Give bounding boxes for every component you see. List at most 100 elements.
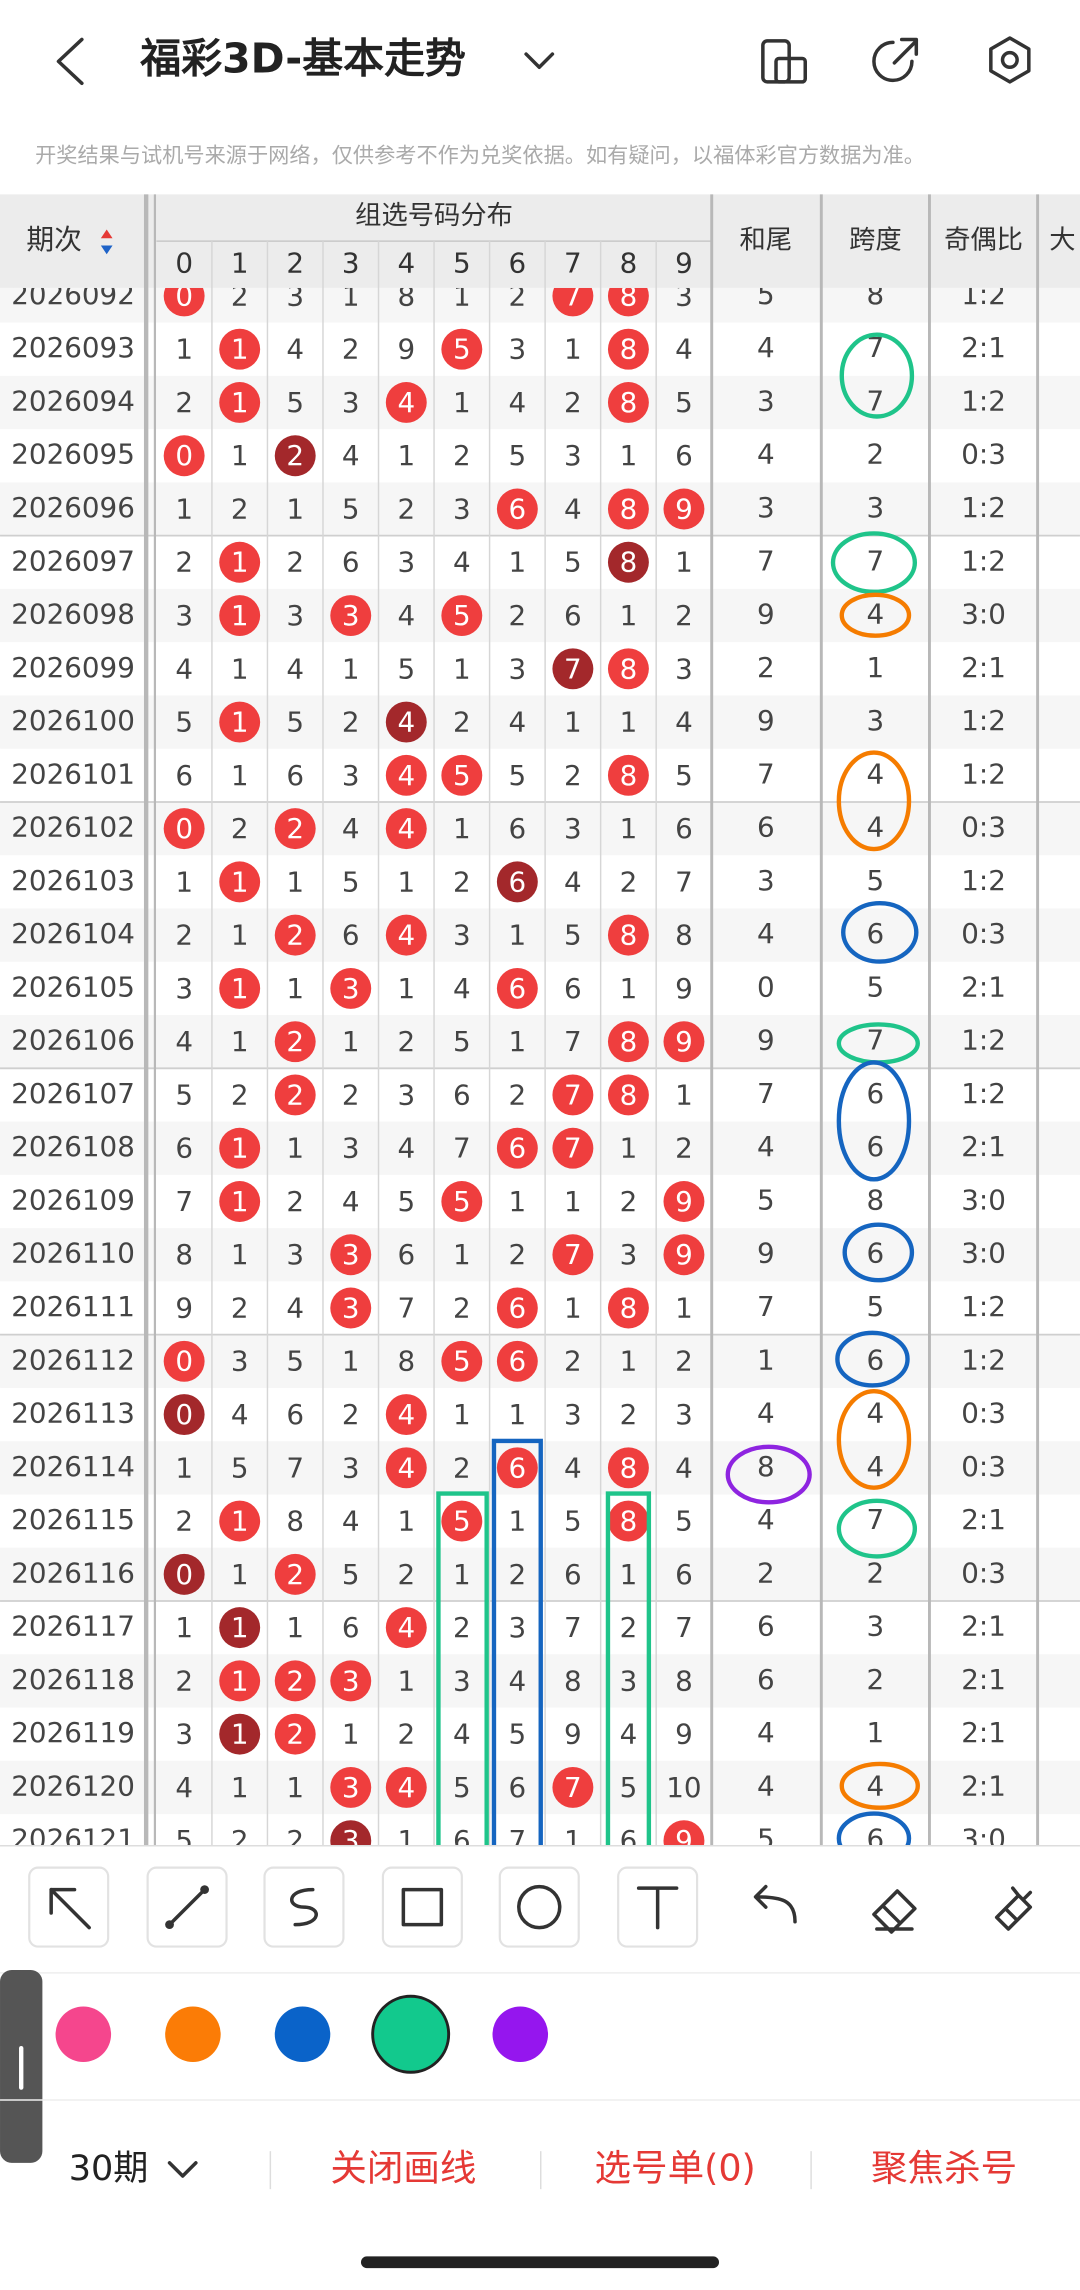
cell: 2 [231,1078,249,1111]
cell: 1 [675,1078,693,1111]
sort-up[interactable] [100,229,113,239]
cell: 1 [231,1132,249,1165]
cell: 4 [397,706,415,739]
tail: 1 [757,1343,775,1376]
tool-arrow[interactable] [49,1887,91,1930]
cell: 4 [342,812,360,845]
parity: 2:1 [961,970,1006,1003]
cell: 5 [453,1025,471,1058]
cell: 2 [231,1291,249,1324]
cell: 1 [231,333,249,366]
settings-icon[interactable] [989,36,1031,84]
cell: 0 [175,439,193,472]
row-stripe [0,1121,1080,1175]
layout-icon[interactable] [761,39,807,84]
tail: 2 [757,1556,775,1589]
parity: 1:2 [961,1024,1006,1057]
cell: 2 [453,706,471,739]
cell: 1 [509,919,527,952]
cell: 1 [231,919,249,952]
cell: 7 [564,1611,582,1644]
cell: 4 [342,1185,360,1218]
cell: 1 [231,1771,249,1804]
cell: 8 [620,1078,638,1111]
hit-ball [274,1074,316,1116]
cell: 5 [453,759,471,792]
period-chevron[interactable] [167,2161,198,2178]
cell: 3 [286,279,304,312]
tool-circle[interactable] [517,1884,562,1930]
cell: 6 [509,1345,527,1378]
cell: 3 [342,599,360,632]
cell: 0 [175,1345,193,1378]
digit-header: 2 [286,247,304,280]
span-header: 跨度 [849,226,902,256]
tail: 5 [757,1183,775,1216]
cell: 1 [231,1664,249,1697]
hit-ball [607,914,649,956]
hit-ball [385,914,427,956]
share-icon[interactable] [872,37,919,83]
tool-text[interactable] [636,1886,679,1930]
tool-eraser[interactable] [872,1889,917,1934]
cell: 1 [286,972,304,1005]
cell: 5 [453,599,471,632]
cell: 10 [666,1771,701,1804]
title-dropdown[interactable] [524,52,555,69]
cell: 4 [397,1771,415,1804]
cell: 4 [175,652,193,685]
cell: 5 [453,1185,471,1218]
cell: 7 [286,1451,304,1484]
span: 3 [867,491,885,524]
cell: 1 [175,492,193,525]
cell: 6 [286,759,304,792]
cell: 0 [175,279,193,312]
color-green-selected[interactable] [371,1994,451,2074]
parity: 0:3 [961,1397,1006,1430]
tool-undo[interactable] [753,1884,797,1924]
cell: 6 [675,812,693,845]
span: 6 [867,1237,885,1270]
cell: 2 [286,546,304,579]
back-button[interactable] [56,37,84,86]
focus-kill[interactable]: 聚焦杀号 [871,2147,1017,2190]
hit-ball [385,1766,427,1808]
row-stripe [0,588,1080,643]
hit-ball [607,1500,649,1542]
tool-line[interactable] [165,1885,209,1930]
color-purple[interactable] [492,2006,549,2063]
ticket[interactable]: 选号单(0) [595,2147,756,2190]
cell: 2 [453,1611,471,1644]
color-pink[interactable] [55,2006,112,2063]
tool-rect[interactable] [401,1887,444,1927]
color-orange[interactable] [165,2006,221,2063]
hit-ball [219,967,261,1009]
cell: 1 [175,1451,193,1484]
tool-freehand[interactable] [290,1887,318,1927]
color-blue[interactable] [274,2006,331,2063]
tool-clear[interactable] [994,1886,1033,1931]
cell: 1 [231,1185,249,1218]
tail: 9 [757,1237,775,1270]
period-header[interactable]: 期次 [26,223,82,256]
hit-ball-dark [163,1553,205,1595]
cell: 2 [397,492,415,525]
period: 2026097 [11,544,135,577]
parity: 2:1 [961,651,1006,684]
cell: 4 [286,652,304,685]
period-select[interactable]: 30期 [69,2148,149,2189]
cell: 6 [175,1132,193,1165]
cell: 8 [620,1451,638,1484]
hit-ball [607,287,649,317]
cell: 8 [286,1505,304,1538]
period: 2026102 [11,811,135,844]
span: 1 [867,651,885,684]
hit-ball [496,1127,538,1169]
cell: 1 [620,706,638,739]
cell: 4 [397,1611,415,1644]
cell: 3 [231,1345,249,1378]
hit-ball [274,1553,316,1595]
close-drawing[interactable]: 关闭画线 [330,2147,476,2190]
sort-down[interactable] [100,245,113,255]
cell: 2 [342,1398,360,1431]
